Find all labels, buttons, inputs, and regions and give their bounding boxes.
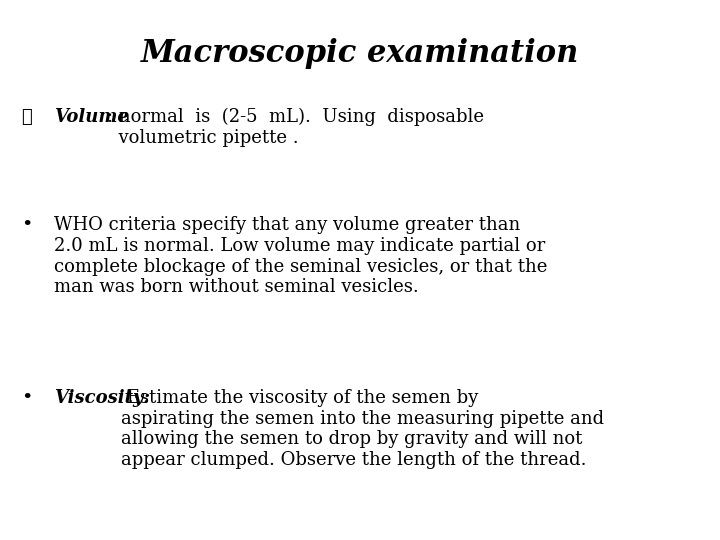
Text: Viscosity:: Viscosity:: [54, 389, 150, 407]
Text: ✓: ✓: [22, 108, 32, 126]
Text: Volume: Volume: [54, 108, 129, 126]
Text: •: •: [22, 216, 33, 234]
Text: Estimate the viscosity of the semen by
aspirating the semen into the measuring p: Estimate the viscosity of the semen by a…: [121, 389, 604, 469]
Text: : normal  is  (2-5  mL).  Using  disposable
  volumetric pipette .: : normal is (2-5 mL). Using disposable v…: [107, 108, 484, 147]
Text: WHO criteria specify that any volume greater than
2.0 mL is normal. Low volume m: WHO criteria specify that any volume gre…: [54, 216, 547, 296]
Text: Macroscopic examination: Macroscopic examination: [141, 38, 579, 69]
Text: •: •: [22, 389, 33, 407]
